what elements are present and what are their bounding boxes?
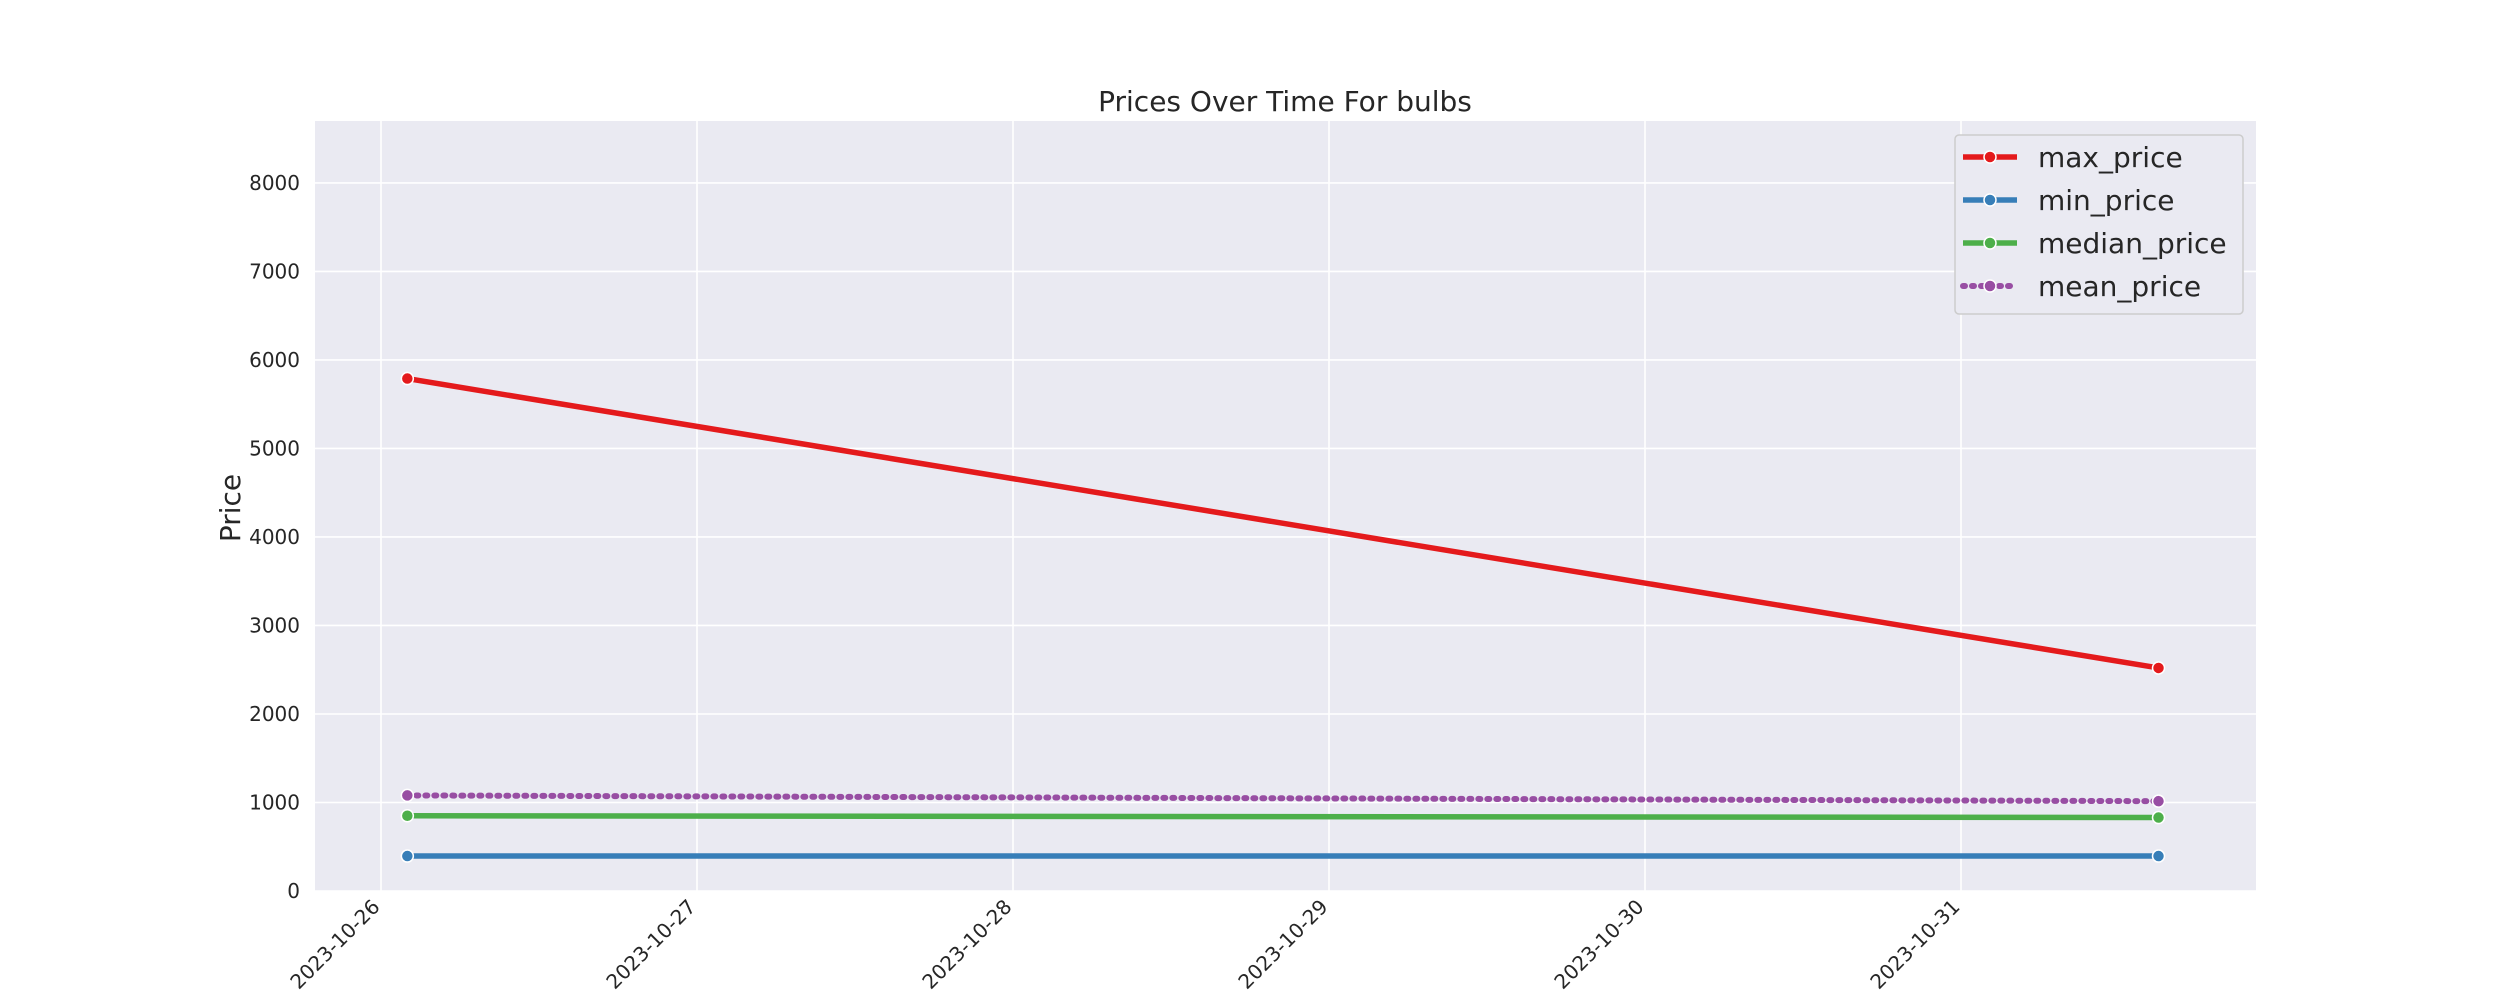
data-point-mean_price [400, 788, 415, 803]
x-tick-label: 2023-10-30 [1549, 895, 1648, 994]
x-tick-label: 2023-10-26 [285, 895, 384, 994]
data-point-median_price [2151, 810, 2166, 825]
series-line-max_price [406, 375, 2159, 671]
legend: max_price min_price median_price mean_price [1954, 134, 2244, 315]
legend-marker-min_price [1983, 193, 1997, 207]
legend-marker-mean_price [1983, 279, 1997, 293]
series-lines [400, 371, 2166, 863]
data-point-max_price [400, 371, 415, 386]
data-point-min_price [400, 849, 415, 863]
y-tick-label: 0 [287, 879, 300, 903]
x-tick-label: 2023-10-31 [1865, 895, 1964, 994]
y-tick-label: 6000 [249, 348, 300, 372]
series-line-median_price [407, 813, 2159, 821]
legend-label-min_price: min_price [2038, 184, 2175, 217]
data-point-min_price [2151, 849, 2166, 863]
y-tick-label: 8000 [249, 171, 300, 195]
legend-label-median_price: median_price [2038, 227, 2227, 260]
legend-marker-median_price [1983, 236, 1997, 250]
y-tick-label: 7000 [249, 259, 300, 283]
legend-label-mean_price: mean_price [2038, 270, 2201, 303]
y-tick-label: 2000 [249, 702, 300, 726]
series-line-mean_price [404, 792, 2162, 805]
x-tick-label: 2023-10-29 [1233, 895, 1332, 994]
x-tick-label: 2023-10-27 [601, 895, 700, 994]
y-tick-label: 1000 [249, 790, 300, 814]
x-axis-ticks: 2023-10-26 2023-10-27 2023-10-28 2023-10-29… [285, 895, 1964, 994]
y-axis-ticks: 0 1000 2000 3000 4000 5000 6000 7000 8000 [249, 171, 300, 903]
y-tick-label: 3000 [249, 613, 300, 637]
data-point-median_price [400, 809, 415, 823]
data-point-max_price [2151, 661, 2166, 675]
y-tick-label: 4000 [249, 525, 300, 549]
y-tick-label: 5000 [249, 436, 300, 460]
data-point-mean_price [2151, 794, 2166, 808]
legend-marker-max_price [1983, 150, 1997, 164]
legend-box [1954, 134, 2244, 315]
plot-background [315, 121, 2256, 891]
y-axis-label: Price [214, 474, 247, 542]
x-tick-label: 2023-10-28 [917, 895, 1016, 994]
grid-lines [315, 121, 2256, 892]
legend-label-max_price: max_price [2038, 141, 2183, 174]
chart-title: Prices Over Time For bulbs [1098, 85, 1472, 118]
